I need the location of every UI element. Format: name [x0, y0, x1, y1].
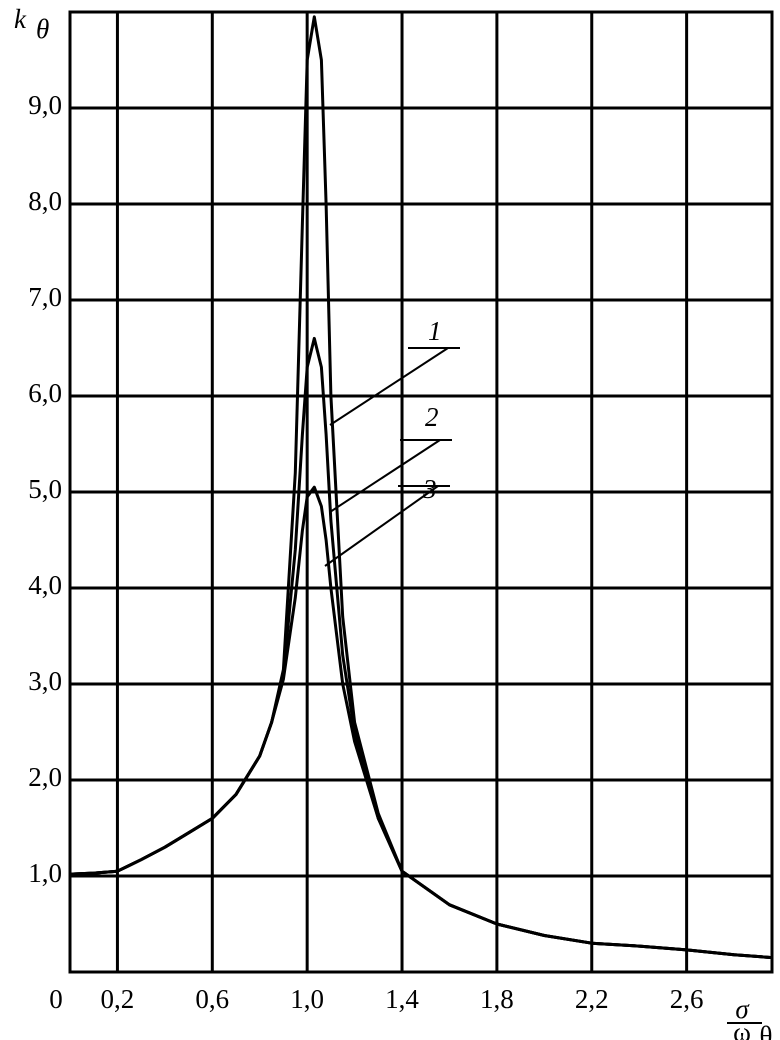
series-label: 3: [422, 474, 437, 504]
y-tick-label: 2,0: [28, 762, 62, 792]
x-axis-label-subscript: θ: [760, 1021, 773, 1040]
x-tick-label: 1,0: [290, 984, 324, 1014]
y-tick-label: 1,0: [28, 858, 62, 888]
series-line: [69, 336, 773, 960]
x-tick-label: 1,4: [385, 984, 419, 1014]
y-tick-label: 8,0: [28, 186, 62, 216]
y-axis-label-subscript: θ: [36, 14, 49, 44]
y-tick-label: 6,0: [28, 378, 62, 408]
x-tick-label: 2,6: [670, 984, 704, 1014]
series-label: 2: [425, 402, 439, 432]
x-tick-label: 0: [49, 984, 63, 1014]
x-axis-label-denominator: ω: [733, 1017, 751, 1040]
x-tick-label: 1,8: [480, 984, 514, 1014]
series-line: [69, 15, 773, 960]
y-tick-label: 5,0: [28, 474, 62, 504]
x-tick-label: 2,2: [575, 984, 609, 1014]
leader-line: [329, 347, 449, 426]
x-axis-label-numerator: σ: [735, 994, 750, 1024]
leader-line: [329, 439, 441, 513]
y-tick-label: 9,0: [28, 90, 62, 120]
series-label: 1: [428, 316, 442, 346]
x-tick-label: 0,2: [101, 984, 135, 1014]
y-tick-label: 3,0: [28, 666, 62, 696]
series-line: [69, 485, 773, 960]
y-axis-label: k: [14, 4, 27, 34]
leader-line: [324, 485, 439, 567]
y-tick-label: 7,0: [28, 282, 62, 312]
x-tick-label: 0,6: [195, 984, 229, 1014]
y-tick-label: 4,0: [28, 570, 62, 600]
